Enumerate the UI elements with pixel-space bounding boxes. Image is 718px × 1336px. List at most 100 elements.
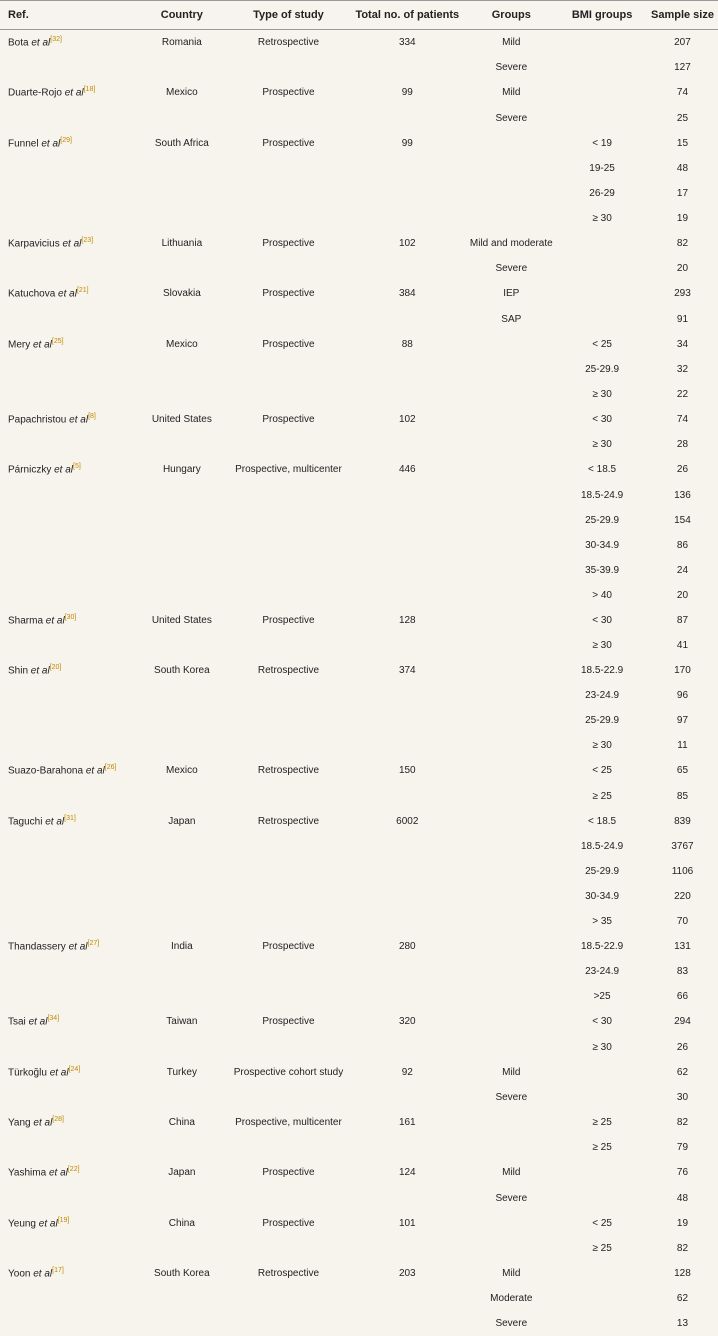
cell-sample: 86 — [647, 533, 718, 558]
ref-italic: et al — [41, 138, 60, 149]
cell-total: 88 — [349, 332, 465, 357]
cell-total — [349, 181, 465, 206]
cell-bmi: 26-29 — [557, 181, 647, 206]
cell-bmi: 18.5-24.9 — [557, 483, 647, 508]
cell-sample: 65 — [647, 758, 718, 783]
cell-type: Prospective — [228, 80, 349, 105]
cell-ref — [0, 1035, 136, 1060]
cell-group — [465, 809, 557, 834]
cell-total: 99 — [349, 80, 465, 105]
table-row: ≥ 3011 — [0, 733, 718, 758]
cell-type — [228, 959, 349, 984]
cell-bmi — [557, 1261, 647, 1286]
cell-country — [136, 181, 228, 206]
cell-total — [349, 708, 465, 733]
cell-country — [136, 859, 228, 884]
cell-sample: 207 — [647, 30, 718, 56]
header-sample: Sample size — [647, 1, 718, 30]
cell-bmi: < 30 — [557, 1009, 647, 1034]
cell-sample: 85 — [647, 784, 718, 809]
cell-total: 150 — [349, 758, 465, 783]
cell-type — [228, 432, 349, 457]
cell-ref — [0, 432, 136, 457]
cell-group — [465, 483, 557, 508]
table-row: Severe20 — [0, 256, 718, 281]
header-bmi: BMI groups — [557, 1, 647, 30]
cell-total — [349, 683, 465, 708]
cell-bmi: ≥ 25 — [557, 784, 647, 809]
cell-group — [465, 1135, 557, 1160]
cell-ref — [0, 1135, 136, 1160]
cell-group — [465, 357, 557, 382]
cell-group — [465, 407, 557, 432]
table-row: >2566 — [0, 984, 718, 1009]
cell-ref — [0, 55, 136, 80]
cell-ref — [0, 884, 136, 909]
ref-citation: [20] — [50, 664, 62, 671]
cell-group: Mild — [465, 1160, 557, 1185]
cell-type: Retrospective — [228, 30, 349, 56]
cell-country: Japan — [136, 809, 228, 834]
cell-type — [228, 834, 349, 859]
cell-total — [349, 834, 465, 859]
cell-type — [228, 909, 349, 934]
cell-country — [136, 55, 228, 80]
cell-country — [136, 106, 228, 131]
cell-sample: 26 — [647, 1035, 718, 1060]
cell-ref: Papachristou et al[8] — [0, 407, 136, 432]
cell-sample: 74 — [647, 407, 718, 432]
ref-prefix: Párniczky — [8, 465, 54, 476]
cell-total — [349, 1286, 465, 1311]
cell-ref: Yeung et al[19] — [0, 1211, 136, 1236]
cell-group — [465, 1009, 557, 1034]
cell-country: South Korea — [136, 1261, 228, 1286]
cell-group — [465, 1035, 557, 1060]
ref-citation: [29] — [60, 137, 72, 144]
cell-total: 101 — [349, 1211, 465, 1236]
table-row: Bota et al[32]RomaniaRetrospective334Mil… — [0, 30, 718, 56]
cell-group — [465, 206, 557, 231]
cell-sample: 839 — [647, 809, 718, 834]
cell-country: India — [136, 934, 228, 959]
cell-group — [465, 608, 557, 633]
cell-total: 161 — [349, 1110, 465, 1135]
cell-ref — [0, 1236, 136, 1261]
ref-citation: [19] — [58, 1217, 70, 1224]
cell-group: SAP — [465, 307, 557, 332]
cell-type — [228, 55, 349, 80]
cell-sample: 1106 — [647, 859, 718, 884]
cell-bmi — [557, 1186, 647, 1211]
cell-total — [349, 256, 465, 281]
cell-total — [349, 533, 465, 558]
table-row: ≥ 3019 — [0, 206, 718, 231]
cell-type: Prospective — [228, 407, 349, 432]
cell-country — [136, 156, 228, 181]
cell-group — [465, 382, 557, 407]
ref-prefix: Tsai — [8, 1017, 29, 1028]
cell-group: Mild — [465, 1060, 557, 1085]
cell-total — [349, 307, 465, 332]
cell-type: Prospective — [228, 1211, 349, 1236]
cell-group: Severe — [465, 1186, 557, 1211]
cell-group — [465, 633, 557, 658]
table-row: Thandassery et al[27]IndiaProspective280… — [0, 934, 718, 959]
cell-type — [228, 533, 349, 558]
table-row: 26-2917 — [0, 181, 718, 206]
cell-ref — [0, 483, 136, 508]
cell-sample: 82 — [647, 1110, 718, 1135]
cell-group: Mild — [465, 30, 557, 56]
table-row: 25-29.997 — [0, 708, 718, 733]
cell-bmi: ≥ 30 — [557, 206, 647, 231]
cell-type — [228, 1186, 349, 1211]
cell-ref: Shin et al[20] — [0, 658, 136, 683]
table-row: Yeung et al[19]ChinaProspective101< 2519 — [0, 1211, 718, 1236]
table-row: > 3570 — [0, 909, 718, 934]
cell-type: Prospective — [228, 281, 349, 306]
ref-italic: et al — [46, 615, 65, 626]
cell-type: Retrospective — [228, 1261, 349, 1286]
cell-total — [349, 859, 465, 884]
cell-total — [349, 1085, 465, 1110]
cell-total: 384 — [349, 281, 465, 306]
cell-type — [228, 483, 349, 508]
cell-country: South Korea — [136, 658, 228, 683]
